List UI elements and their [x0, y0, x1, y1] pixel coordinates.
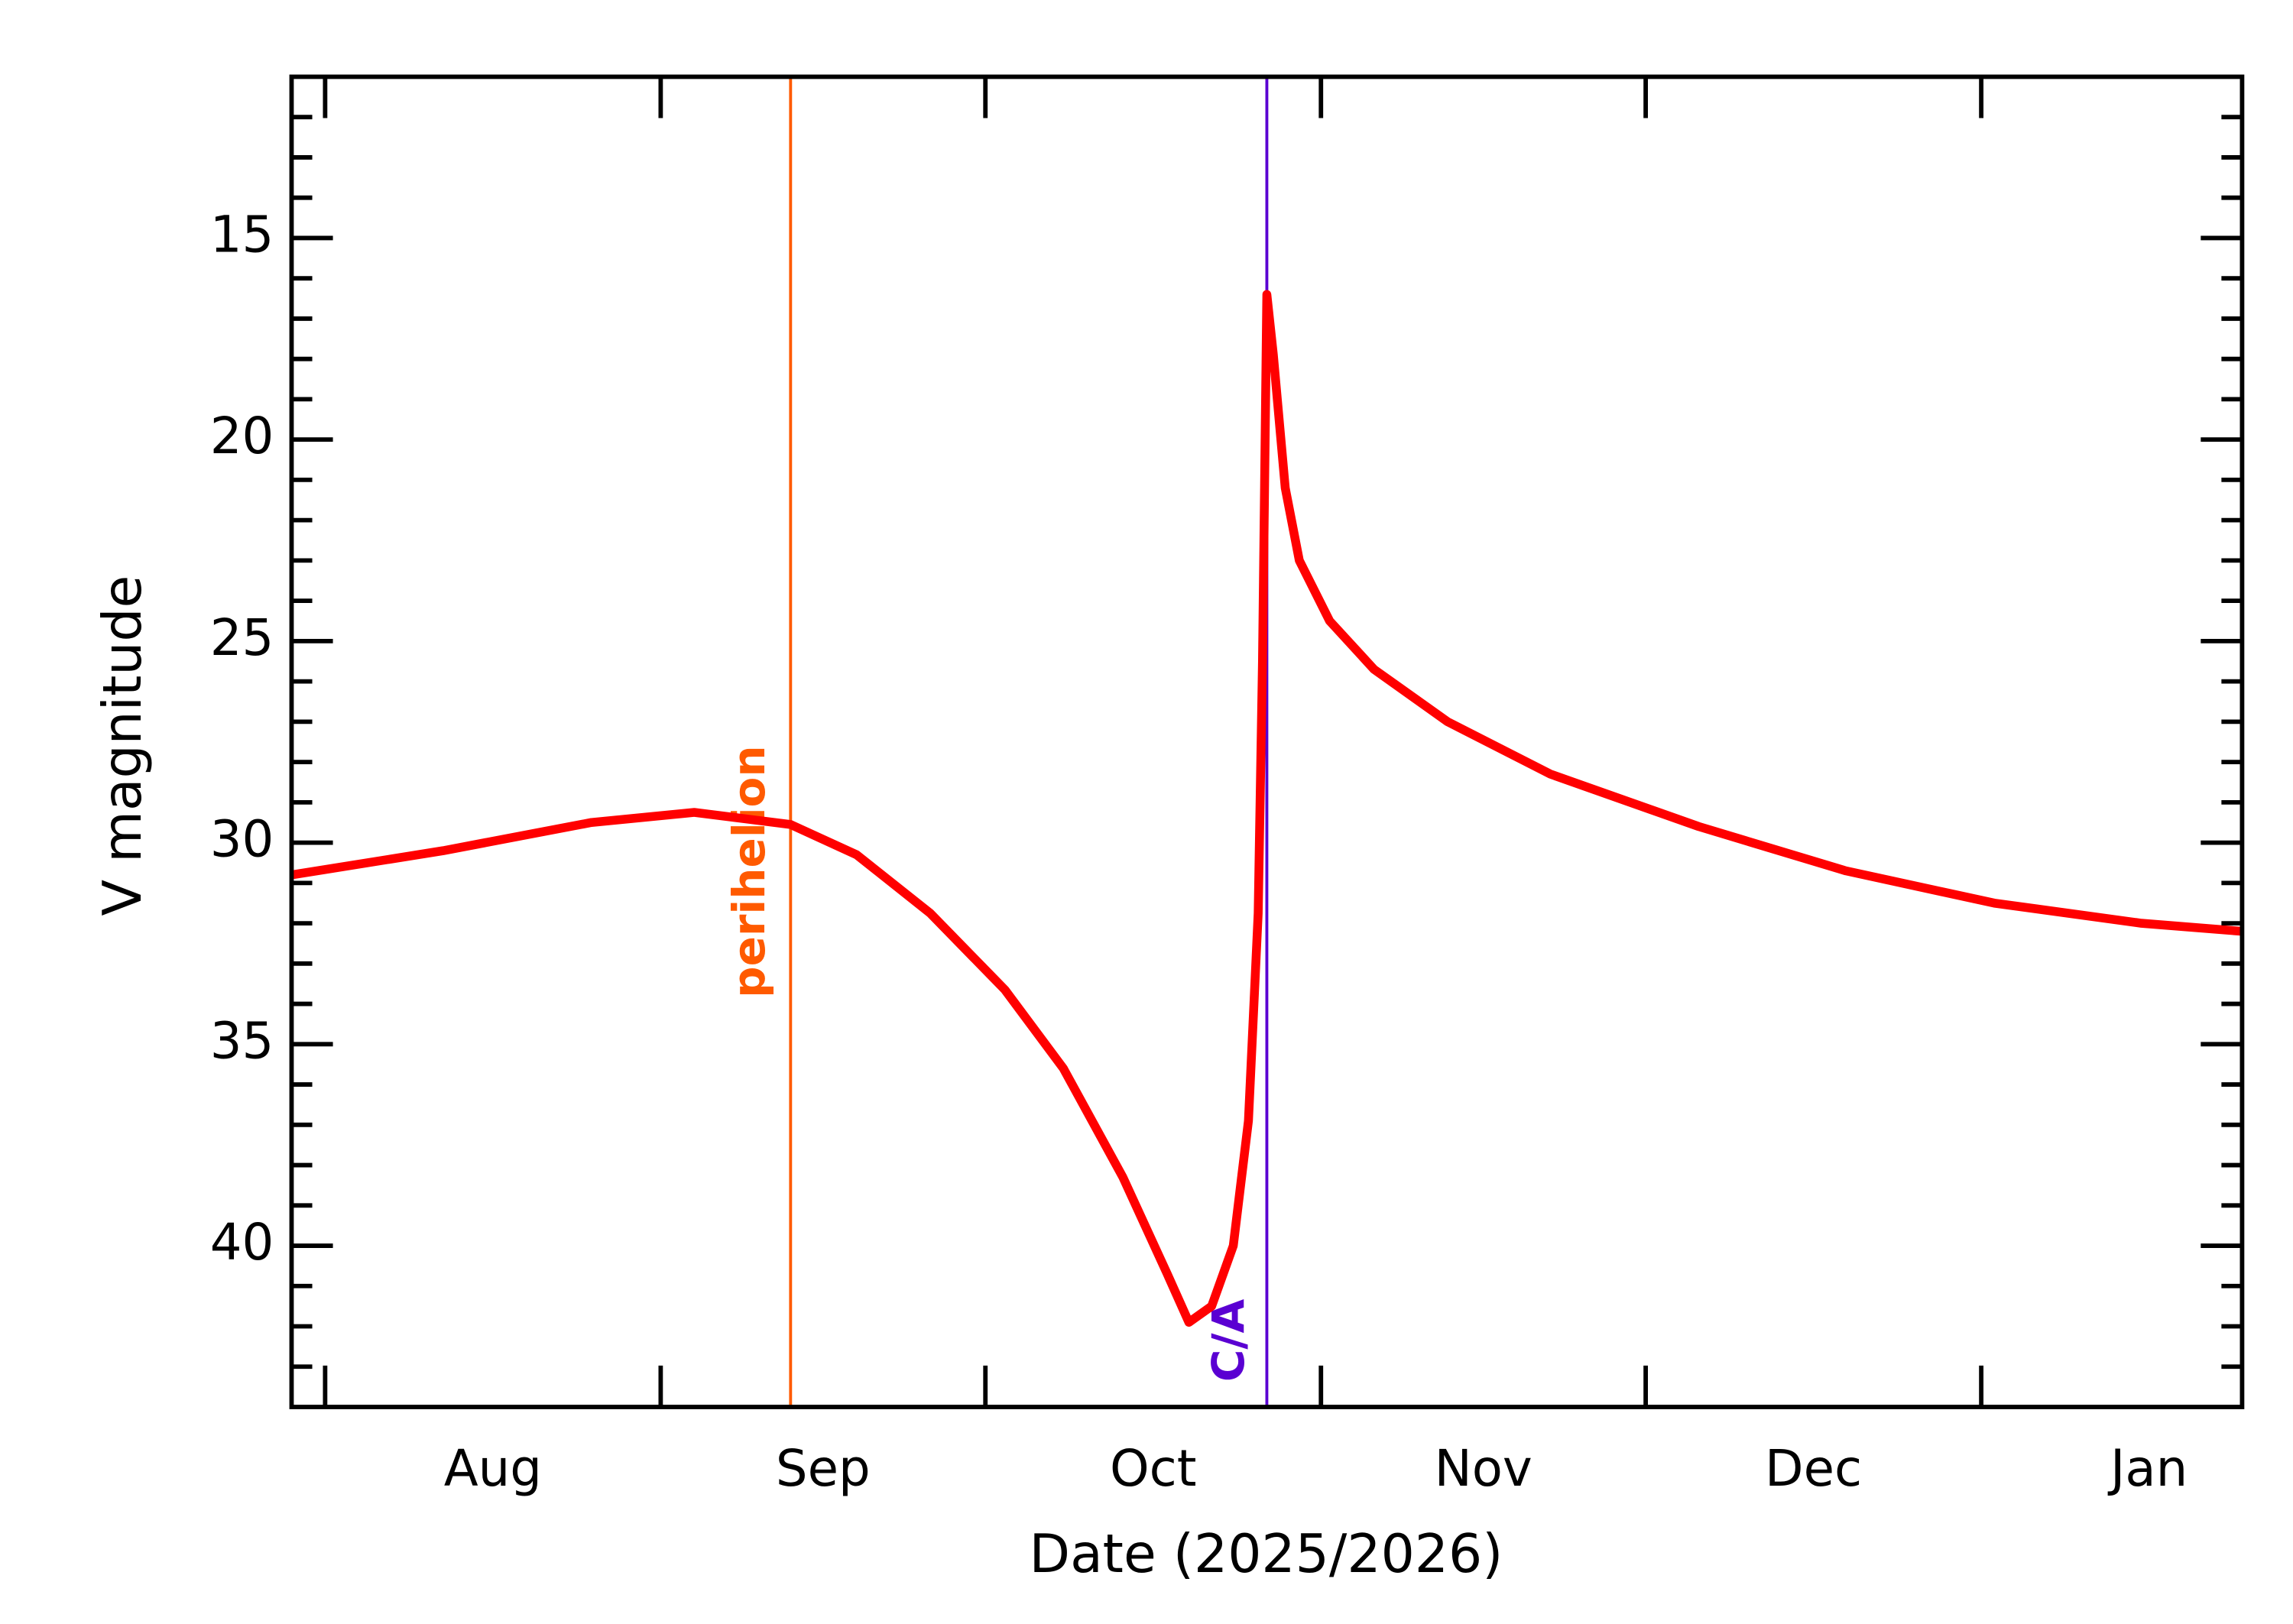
x-tick-label: Jan — [2107, 1440, 2188, 1498]
x-tick-label: Sep — [776, 1440, 871, 1498]
plot-frame — [289, 74, 2245, 1409]
x-tick-label: Oct — [1110, 1440, 1197, 1498]
x-tick-label: Nov — [1435, 1440, 1532, 1498]
x-tick-label: Aug — [444, 1440, 542, 1498]
y-tick-label: 20 — [210, 407, 274, 465]
y-axis-title: V magnitude — [92, 575, 154, 916]
y-tick-label: 30 — [210, 811, 274, 869]
y-tick-label: 25 — [210, 609, 274, 667]
y-tick-label: 15 — [210, 206, 274, 264]
annotation-label: perihelion — [723, 745, 775, 998]
x-tick-label: Dec — [1765, 1440, 1862, 1498]
y-tick-label: 35 — [210, 1012, 274, 1070]
annotation-label: C/A — [1202, 1299, 1254, 1383]
line-series — [290, 290, 2243, 1327]
y-tick-label: 40 — [210, 1214, 274, 1272]
x-axis-title: Date (2025/2026) — [1030, 1523, 1503, 1585]
